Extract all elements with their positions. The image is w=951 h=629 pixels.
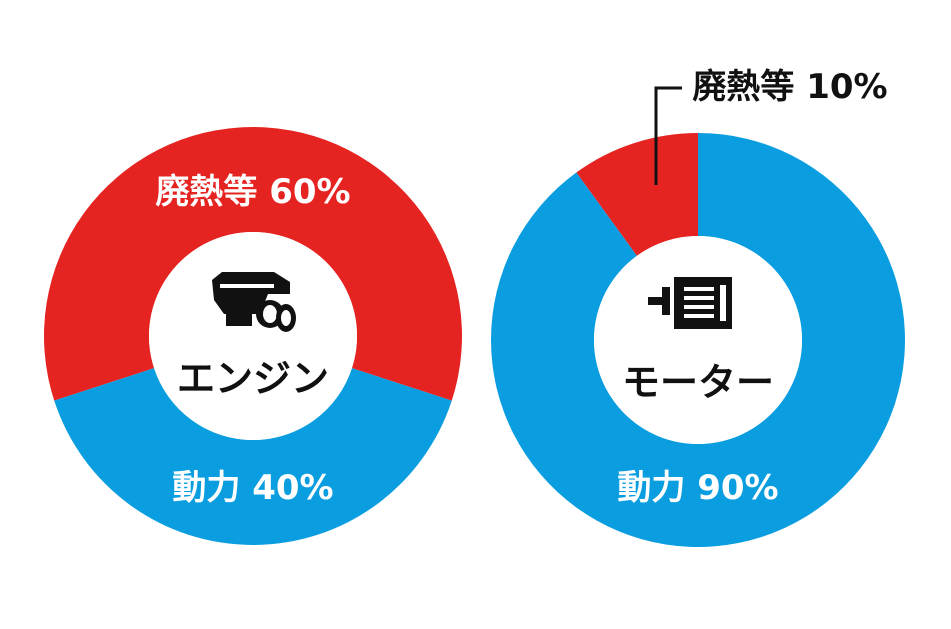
category-name: 廃熱等 (155, 172, 257, 212)
category-name: 動力 (172, 468, 240, 508)
donut-slice (576, 133, 698, 256)
slice-label: 廃熱等 10% (692, 67, 887, 107)
center-label: エンジン (177, 357, 329, 401)
slice-label: 廃熱等 60% (155, 172, 350, 212)
donut-hole (594, 236, 802, 444)
slice-label: 動力 90% (617, 468, 778, 508)
slice-label: 動力 40% (172, 468, 333, 508)
value-label: 90% (697, 468, 778, 508)
engine-icon (212, 272, 296, 332)
value-label: 10% (806, 67, 887, 107)
category-name: 動力 (617, 468, 685, 508)
donut-slice (54, 368, 452, 545)
donut-slice (490, 133, 905, 547)
category-name: 廃熱等 (692, 67, 794, 107)
motor-icon (648, 277, 732, 329)
leader-line (654, 86, 682, 185)
value-label: 60% (269, 172, 350, 212)
value-label: 40% (252, 468, 333, 508)
donut-slice (43, 126, 462, 401)
center-label: モーター (622, 361, 774, 405)
donut-hole (149, 232, 357, 440)
